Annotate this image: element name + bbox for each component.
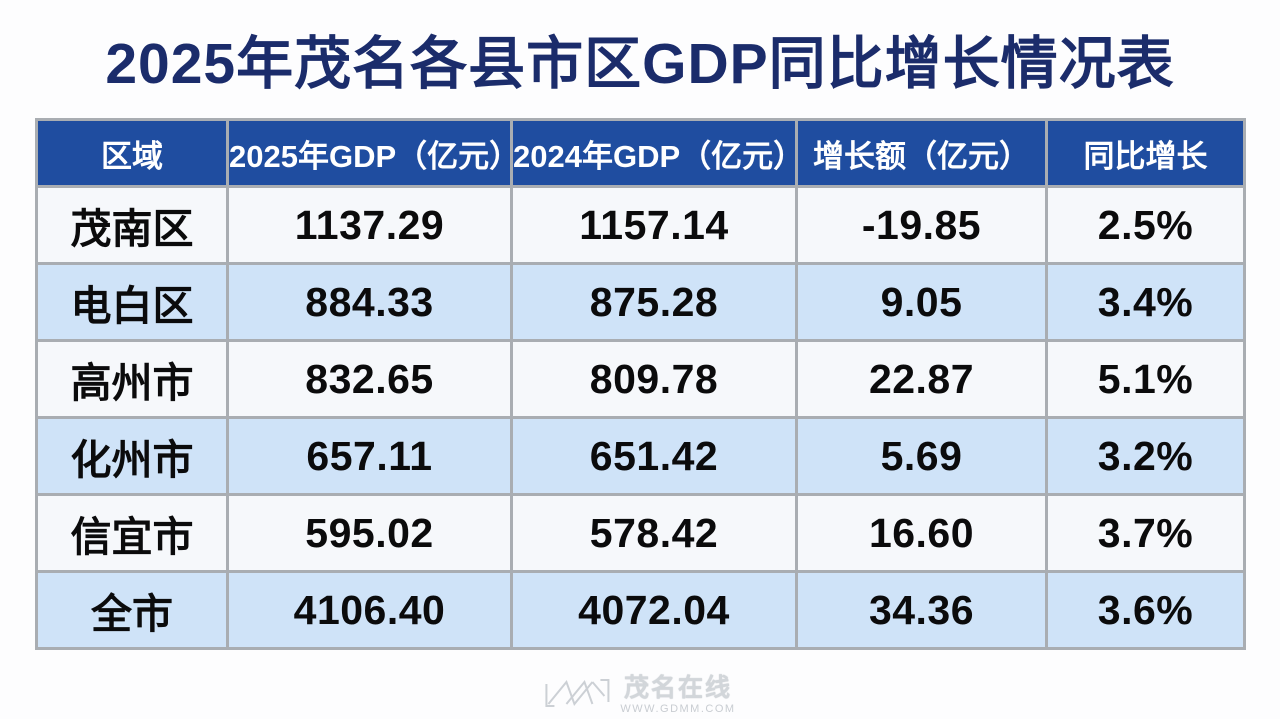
growth-cell: -19.85 <box>795 185 1048 265</box>
gdp2024-cell: 651.42 <box>510 416 798 496</box>
column-header-gdp2025: 2025年GDP（亿元） <box>226 118 513 188</box>
gdp2024-cell: 4072.04 <box>510 570 798 650</box>
region-cell: 高州市 <box>35 339 229 419</box>
gdp2025-cell: 595.02 <box>226 493 513 573</box>
yoy-cell: 3.7% <box>1045 493 1246 573</box>
region-cell: 茂南区 <box>35 185 229 265</box>
growth-cell: 9.05 <box>795 262 1048 342</box>
gdp-table: 区域 2025年GDP（亿元） 2024年GDP（亿元） 增长额（亿元） 同比增… <box>35 118 1246 650</box>
growth-cell: 22.87 <box>795 339 1048 419</box>
gdp2025-cell: 1137.29 <box>226 185 513 265</box>
gdp2024-cell: 578.42 <box>510 493 798 573</box>
region-cell: 全市 <box>35 570 229 650</box>
gdp2024-cell: 1157.14 <box>510 185 798 265</box>
growth-cell: 16.60 <box>795 493 1048 573</box>
watermark-site-url: WWW.GDMM.COM <box>620 703 736 715</box>
table-row: 化州市 657.11 651.42 5.69 3.2% <box>35 416 1246 496</box>
yoy-cell: 3.6% <box>1045 570 1246 650</box>
table-row: 茂南区 1137.29 1157.14 -19.85 2.5% <box>35 185 1246 265</box>
region-cell: 信宜市 <box>35 493 229 573</box>
table-header-row: 区域 2025年GDP（亿元） 2024年GDP（亿元） 增长额（亿元） 同比增… <box>35 118 1246 188</box>
table-row: 信宜市 595.02 578.42 16.60 3.7% <box>35 493 1246 573</box>
table-row: 高州市 832.65 809.78 22.87 5.1% <box>35 339 1246 419</box>
gdp2025-cell: 657.11 <box>226 416 513 496</box>
column-header-gdp2024: 2024年GDP（亿元） <box>510 118 798 188</box>
region-cell: 化州市 <box>35 416 229 496</box>
watermark: 茂名在线 WWW.GDMM.COM <box>544 676 735 715</box>
table-row-total: 全市 4106.40 4072.04 34.36 3.6% <box>35 570 1246 650</box>
column-header-growth: 增长额（亿元） <box>795 118 1048 188</box>
gdp-table-container: 区域 2025年GDP（亿元） 2024年GDP（亿元） 增长额（亿元） 同比增… <box>35 118 1246 650</box>
table-row: 电白区 884.33 875.28 9.05 3.4% <box>35 262 1246 342</box>
column-header-yoy: 同比增长 <box>1045 118 1246 188</box>
gdp2025-cell: 884.33 <box>226 262 513 342</box>
yoy-cell: 5.1% <box>1045 339 1246 419</box>
gdp2025-cell: 832.65 <box>226 339 513 419</box>
yoy-cell: 2.5% <box>1045 185 1246 265</box>
page-title: 2025年茂名各县市区GDP同比增长情况表 <box>105 32 1175 96</box>
gdp2024-cell: 809.78 <box>510 339 798 419</box>
growth-cell: 34.36 <box>795 570 1048 650</box>
gdp2024-cell: 875.28 <box>510 262 798 342</box>
growth-cell: 5.69 <box>795 416 1048 496</box>
gdp2025-cell: 4106.40 <box>226 570 513 650</box>
yoy-cell: 3.2% <box>1045 416 1246 496</box>
region-cell: 电白区 <box>35 262 229 342</box>
yoy-cell: 3.4% <box>1045 262 1246 342</box>
maoming-online-logo-icon <box>544 676 610 715</box>
watermark-site-name: 茂名在线 <box>623 674 732 702</box>
column-header-region: 区域 <box>35 118 229 188</box>
